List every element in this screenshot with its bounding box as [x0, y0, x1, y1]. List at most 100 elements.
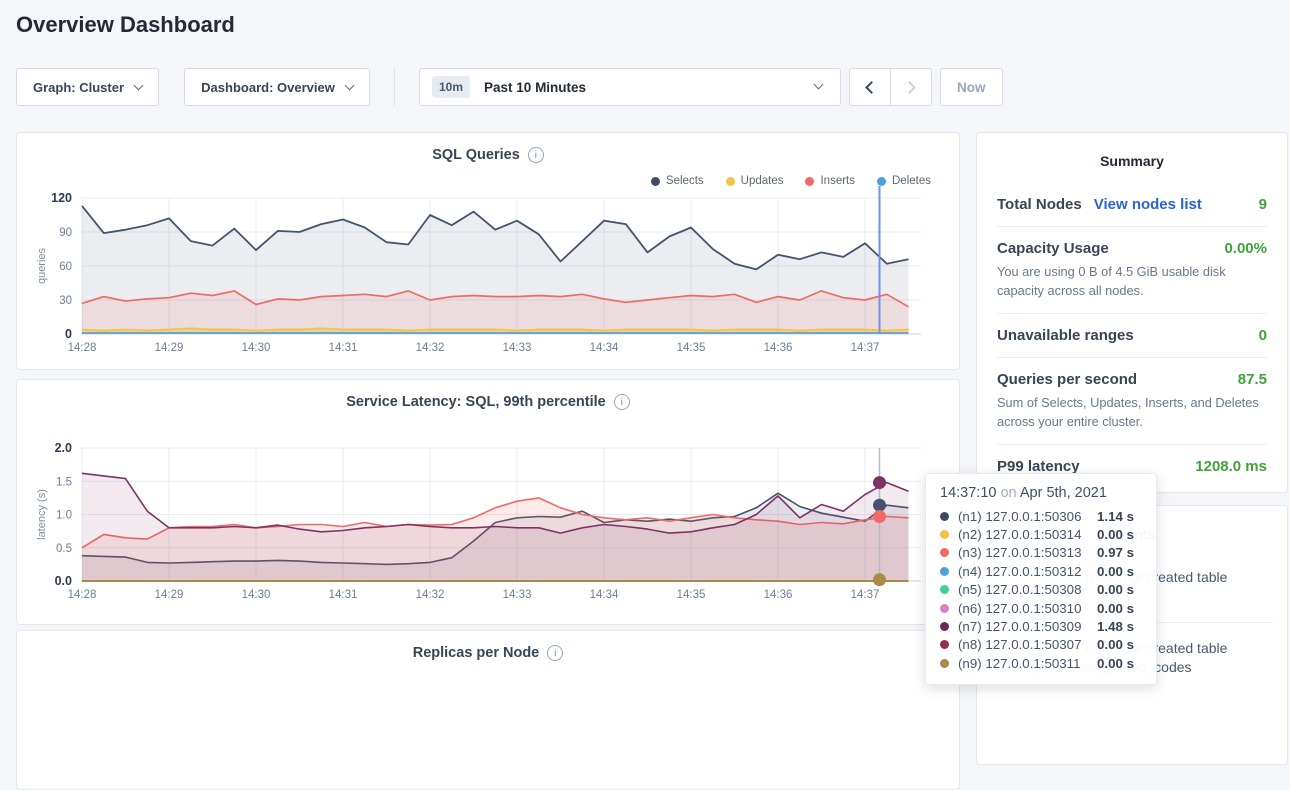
capacity-usage-desc: You are using 0 B of 4.5 GiB usable disk…	[997, 264, 1226, 298]
svg-text:14:31: 14:31	[329, 342, 358, 354]
legend-item-selects[interactable]: Selects	[650, 175, 704, 187]
time-prev-button[interactable]	[849, 68, 891, 106]
node-latency-value: 0.00 s	[1097, 600, 1134, 616]
info-icon[interactable]: i	[613, 394, 630, 410]
svg-text:14:35: 14:35	[677, 342, 706, 354]
legend-dot	[805, 176, 815, 186]
svg-text:14:34: 14:34	[590, 342, 619, 354]
hover-tooltip-rows: (n1) 127.0.0.1:50306 1.14 s (n2) 127.0.0.1…	[940, 507, 1142, 673]
time-range-dropdown[interactable]: 10m Past 10 Minutes	[419, 68, 841, 106]
svg-text:14:28: 14:28	[68, 589, 97, 601]
legend-label: Selects	[665, 175, 704, 187]
node-color-dot	[940, 511, 949, 521]
svg-text:14:29: 14:29	[155, 589, 184, 601]
svg-text:14:32: 14:32	[416, 342, 445, 354]
node-latency-value: 0.97 s	[1097, 545, 1134, 561]
page-title: Overview Dashboard	[16, 12, 235, 37]
dashboard-dropdown[interactable]: Dashboard: Overview	[184, 68, 370, 106]
svg-text:1.0: 1.0	[56, 510, 72, 522]
dashboard-controls: Graph: Cluster Dashboard: Overview 10m P…	[16, 68, 1003, 106]
qps-label: Queries per second	[997, 371, 1138, 389]
sql-legend: Selects Updates Inserts Deletes	[650, 175, 931, 187]
chevron-left-icon	[865, 80, 878, 94]
service-latency-title: Service Latency: SQL, 99th percentile	[346, 394, 606, 410]
chevron-down-icon	[344, 80, 355, 90]
service-latency-chart[interactable]: 14:28 14:29 14:30 14:31 14:32 14:33 14:34 14:35…	[17, 380, 959, 624]
service-latency-title-row: Service Latency: SQL, 99th percentile i	[17, 394, 959, 410]
tooltip-date: Apr 5th, 2021	[1019, 485, 1107, 501]
node-address: (n2) 127.0.0.1:50314	[958, 527, 1082, 543]
tooltip-time: 14:37:10	[940, 485, 997, 501]
chevron-down-icon	[133, 80, 144, 90]
svg-text:14:33: 14:33	[503, 342, 532, 354]
svg-text:14:35: 14:35	[677, 589, 706, 601]
qps-desc: Sum of Selects, Updates, Inserts, and De…	[997, 395, 1259, 429]
legend-label: Inserts	[820, 175, 855, 187]
svg-text:0.5: 0.5	[56, 543, 72, 555]
graph-dropdown[interactable]: Graph: Cluster	[16, 68, 159, 106]
summary-row-total-nodes: Total Nodes View nodes list 9	[997, 183, 1267, 226]
node-color-dot	[940, 658, 949, 668]
svg-text:14:33: 14:33	[503, 589, 532, 601]
legend-dot	[877, 176, 886, 186]
svg-text:90: 90	[59, 227, 72, 239]
replicas-title: Replicas per Node	[412, 645, 540, 661]
node-color-dot	[940, 603, 949, 613]
node-latency-value: 0.00 s	[1097, 563, 1134, 579]
svg-text:14:37: 14:37	[851, 589, 880, 601]
svg-text:14:37: 14:37	[851, 342, 880, 354]
node-color-dot	[940, 622, 949, 632]
hover-tooltip: 14:37:10 on Apr 5th, 2021 (n1) 127.0.0.1…	[925, 473, 1157, 685]
svg-text:14:36: 14:36	[764, 342, 793, 354]
svg-text:30: 30	[59, 295, 72, 307]
node-latency-value: 1.48 s	[1097, 619, 1134, 635]
node-address: (n4) 127.0.0.1:50312	[958, 563, 1082, 579]
chevron-down-icon	[813, 79, 824, 90]
legend-dot	[725, 176, 735, 186]
now-button[interactable]: Now	[940, 68, 1003, 106]
qps-value: 87.5	[1237, 371, 1267, 389]
tooltip-node-row: (n3) 127.0.0.1:50313 0.97 s	[940, 544, 1142, 562]
node-latency-value: 1.14 s	[1097, 508, 1134, 524]
svg-text:latency (s): latency (s)	[36, 489, 48, 540]
view-nodes-list-link[interactable]: View nodes list	[1093, 196, 1202, 213]
legend-item-deletes[interactable]: Deletes	[877, 175, 931, 187]
node-latency-value: 0.00 s	[1097, 582, 1134, 598]
svg-text:14:30: 14:30	[242, 342, 271, 354]
svg-text:120: 120	[51, 191, 72, 205]
summary-row-qps: Queries per second 87.5 Sum of Selects, …	[997, 357, 1267, 444]
node-address: (n9) 127.0.0.1:50311	[958, 655, 1081, 671]
time-range-label: Past 10 Minutes	[484, 79, 587, 95]
sql-queries-chart[interactable]: 14:28 14:29 14:30 14:31 14:32 14:33 14:34 14:35…	[17, 133, 959, 369]
node-color-dot	[940, 585, 949, 595]
svg-text:1.5: 1.5	[56, 476, 72, 488]
node-color-dot	[940, 530, 949, 540]
node-address: (n1) 127.0.0.1:50306	[958, 508, 1082, 524]
svg-text:14:36: 14:36	[764, 589, 793, 601]
sql-queries-panel: SQL Queries i Selects Updates Inserts Delet…	[16, 132, 960, 370]
p99-latency-label: P99 latency	[997, 458, 1080, 476]
tooltip-node-row: (n2) 127.0.0.1:50314 0.00 s	[940, 525, 1142, 543]
p99-latency-value: 1208.0 ms	[1195, 458, 1267, 476]
chevron-right-icon	[903, 80, 916, 94]
node-latency-value: 0.00 s	[1097, 637, 1134, 653]
node-address: (n8) 127.0.0.1:50307	[958, 637, 1082, 653]
svg-text:14:31: 14:31	[329, 589, 358, 601]
node-address: (n6) 127.0.0.1:50310	[958, 600, 1082, 616]
svg-text:queries: queries	[36, 247, 48, 284]
tooltip-timestamp: 14:37:10 on Apr 5th, 2021	[940, 485, 1142, 501]
svg-text:14:34: 14:34	[590, 589, 619, 601]
node-latency-value: 0.00 s	[1097, 655, 1134, 671]
tooltip-node-row: (n1) 127.0.0.1:50306 1.14 s	[940, 507, 1142, 525]
node-color-dot	[940, 566, 949, 576]
info-icon[interactable]: i	[547, 645, 564, 661]
replicas-per-node-panel: Replicas per Node i	[16, 630, 960, 790]
legend-item-updates[interactable]: Updates	[725, 175, 783, 187]
dashboard-dropdown-label: Dashboard: Overview	[201, 79, 335, 95]
total-nodes-label: Total Nodes	[997, 196, 1082, 213]
legend-item-inserts[interactable]: Inserts	[805, 175, 855, 187]
sql-queries-title: SQL Queries	[432, 147, 520, 163]
svg-text:14:30: 14:30	[242, 589, 271, 601]
info-icon[interactable]: i	[527, 147, 544, 163]
time-next-button[interactable]	[890, 68, 932, 106]
